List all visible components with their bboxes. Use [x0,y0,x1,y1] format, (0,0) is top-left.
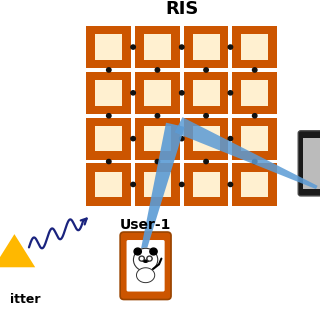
Circle shape [228,91,233,95]
Circle shape [131,45,135,49]
Circle shape [204,68,208,72]
Circle shape [131,137,135,141]
Bar [232,117,277,160]
Polygon shape [175,117,318,189]
Bar [193,172,220,197]
Circle shape [252,114,257,118]
Circle shape [150,248,157,255]
Circle shape [131,91,135,95]
FancyBboxPatch shape [303,138,320,189]
Bar [184,72,228,114]
Bar [86,26,131,68]
Bar [144,126,171,151]
Circle shape [228,45,233,49]
Circle shape [148,258,151,260]
Bar [241,35,268,60]
Bar [144,172,171,197]
FancyBboxPatch shape [120,232,171,300]
Bar [193,126,220,151]
Bar [135,26,180,68]
Circle shape [155,114,160,118]
Bar [86,72,131,114]
Bar [232,163,277,205]
Bar [232,26,277,68]
Bar [95,80,122,106]
Circle shape [180,182,184,187]
Bar [135,117,180,160]
Bar [184,163,228,205]
Circle shape [204,159,208,164]
Bar [193,80,220,106]
Circle shape [180,137,184,141]
Bar [86,163,131,205]
Text: RIS: RIS [165,0,198,18]
FancyBboxPatch shape [127,240,165,292]
Bar [144,35,171,60]
Bar [86,117,131,160]
Bar [241,80,268,106]
FancyBboxPatch shape [298,131,320,196]
Bar [95,126,122,151]
Circle shape [133,248,158,271]
Circle shape [107,159,111,164]
Bar [232,72,277,114]
Polygon shape [137,268,155,283]
Bar [193,35,220,60]
Circle shape [139,256,144,261]
Circle shape [155,159,160,164]
Circle shape [107,68,111,72]
Circle shape [134,248,141,255]
Circle shape [228,182,233,187]
Circle shape [204,114,208,118]
Text: itter: itter [10,293,40,306]
Bar [95,35,122,60]
Circle shape [145,260,147,262]
Text: User-1: User-1 [120,218,171,232]
Circle shape [147,256,152,261]
Polygon shape [0,234,35,267]
Bar [95,172,122,197]
Bar [144,80,171,106]
Circle shape [252,159,257,164]
Bar [241,172,268,197]
Bar [135,163,180,205]
Bar [184,117,228,160]
Polygon shape [139,123,185,262]
Circle shape [180,91,184,95]
Circle shape [131,182,135,187]
Bar [135,72,180,114]
Circle shape [155,68,160,72]
Bar [184,26,228,68]
Circle shape [180,45,184,49]
Circle shape [252,68,257,72]
Circle shape [107,114,111,118]
Circle shape [140,258,143,260]
Bar [241,126,268,151]
Circle shape [228,137,233,141]
